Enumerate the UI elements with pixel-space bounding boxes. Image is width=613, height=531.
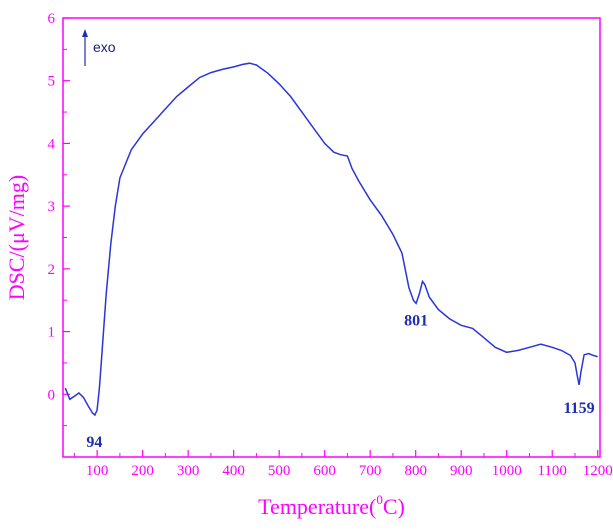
exo-arrowhead-icon bbox=[82, 29, 88, 37]
y-tick-label: 6 bbox=[48, 11, 56, 27]
exo-label: exo bbox=[93, 39, 116, 55]
x-tick-label: 400 bbox=[222, 463, 245, 479]
y-axis-ticks: 0 1 2 3 4 5 6 bbox=[48, 11, 70, 427]
x-tick-label: 500 bbox=[268, 463, 291, 479]
y-tick-label: 2 bbox=[48, 262, 56, 278]
peak-annotations: 94 801 1159 bbox=[86, 312, 594, 451]
x-tick-label: 700 bbox=[359, 463, 382, 479]
x-axis-ticks: 100 200 300 400 500 600 700 800 900 1000 1100 1200 bbox=[73, 450, 613, 479]
x-tick-label: 900 bbox=[450, 463, 473, 479]
y-tick-label: 5 bbox=[48, 74, 56, 90]
x-axis-title-sup: 0 bbox=[376, 492, 383, 507]
x-tick-label: 300 bbox=[177, 463, 200, 479]
peak-label: 801 bbox=[404, 312, 428, 329]
y-tick-label: 3 bbox=[48, 199, 56, 215]
y-tick-label: 1 bbox=[48, 325, 56, 341]
x-tick-label: 800 bbox=[404, 463, 427, 479]
x-tick-label: 100 bbox=[86, 463, 109, 479]
x-tick-label: 600 bbox=[313, 463, 336, 479]
dsc-curve bbox=[64, 62, 598, 417]
x-axis-title-tail: C) bbox=[383, 494, 405, 519]
x-axis-title-main: Temperature( bbox=[258, 494, 376, 519]
peak-label: 94 bbox=[86, 434, 102, 451]
x-tick-label: 1100 bbox=[537, 463, 566, 479]
plot-frame bbox=[62, 17, 601, 458]
peak-label: 1159 bbox=[564, 400, 595, 417]
x-tick-label: 200 bbox=[131, 463, 154, 479]
x-tick-label: 1200 bbox=[583, 463, 613, 479]
y-tick-label: 0 bbox=[48, 387, 56, 403]
x-axis-title: Temperature(0C) bbox=[258, 492, 405, 519]
y-axis-title: DSC/(μV/mg) bbox=[4, 175, 29, 300]
exo-indicator: exo bbox=[82, 29, 116, 66]
x-tick-label: 1000 bbox=[492, 463, 522, 479]
y-tick-label: 4 bbox=[48, 136, 56, 152]
